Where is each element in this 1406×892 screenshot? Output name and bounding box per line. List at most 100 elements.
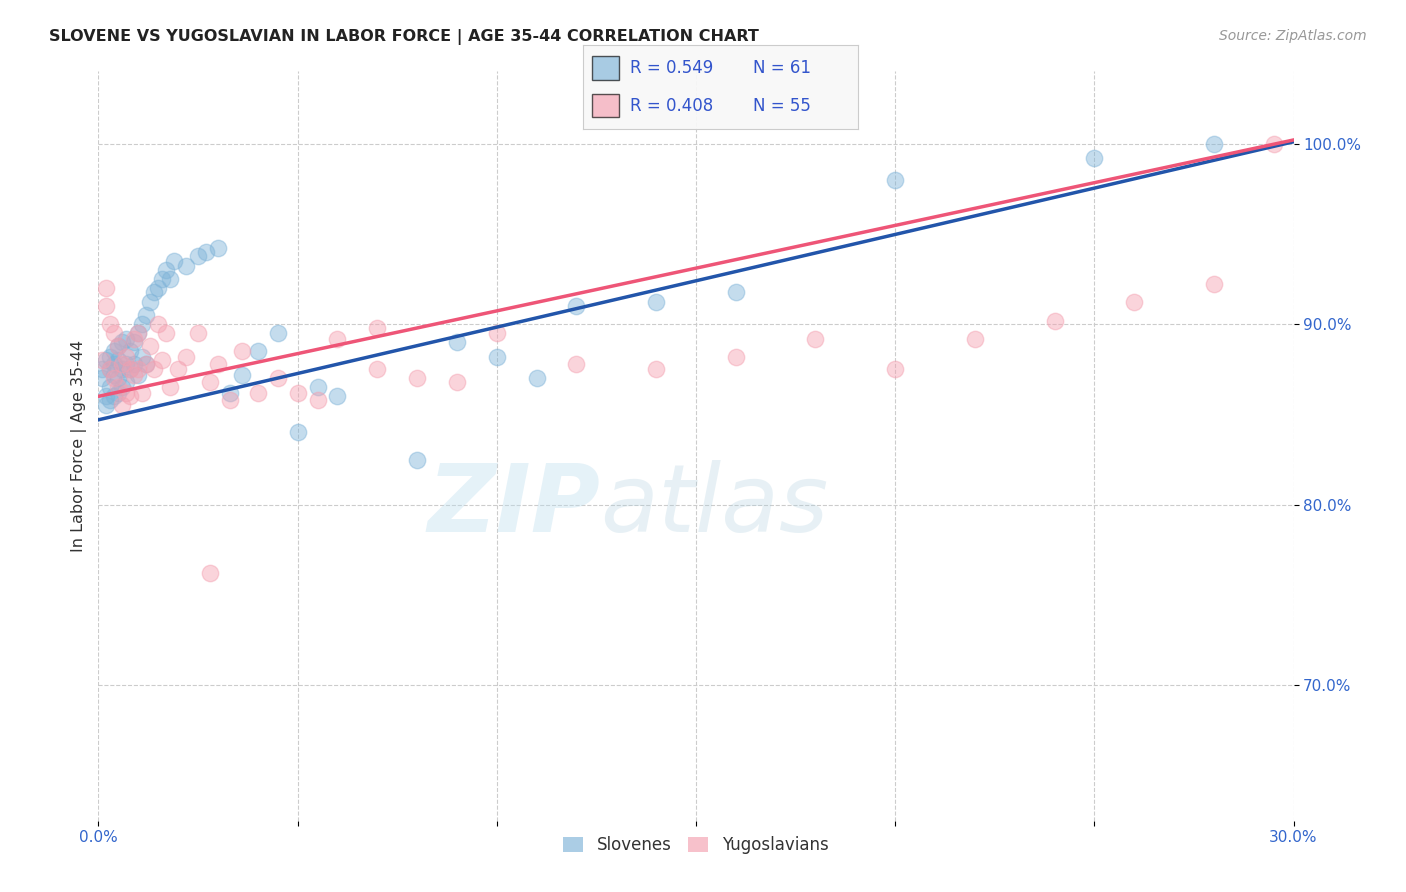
- Point: [1202, 277, 1225, 292]
- Text: atlas: atlas: [600, 460, 828, 551]
- Point: [115, 375, 138, 389]
- Point: [124, 357, 146, 371]
- Point: [103, 344, 125, 359]
- Point: [103, 326, 125, 340]
- Point: [107, 339, 129, 353]
- Point: [207, 241, 229, 255]
- Point: [231, 344, 253, 359]
- Point: [107, 371, 129, 385]
- Point: [485, 350, 508, 364]
- Point: [155, 263, 177, 277]
- Point: [485, 326, 508, 340]
- Point: [207, 357, 229, 371]
- Point: [287, 425, 309, 440]
- Point: [406, 371, 429, 385]
- Point: [111, 380, 134, 394]
- Point: [111, 362, 134, 376]
- Point: [131, 350, 153, 364]
- FancyBboxPatch shape: [592, 56, 619, 80]
- Point: [219, 385, 242, 400]
- Point: [884, 362, 907, 376]
- Point: [127, 368, 149, 382]
- Point: [148, 317, 170, 331]
- Point: [307, 392, 329, 407]
- Point: [195, 244, 218, 259]
- Point: [124, 335, 146, 350]
- Point: [135, 357, 157, 371]
- Point: [139, 295, 162, 310]
- Point: [103, 371, 125, 385]
- Point: [98, 380, 122, 394]
- Point: [143, 285, 166, 299]
- Point: [103, 357, 125, 371]
- Point: [150, 272, 173, 286]
- Legend: Slovenes, Yugoslavians: Slovenes, Yugoslavians: [557, 830, 835, 861]
- Point: [111, 398, 134, 412]
- Point: [96, 389, 118, 403]
- Y-axis label: In Labor Force | Age 35-44: In Labor Force | Age 35-44: [72, 340, 87, 552]
- Point: [246, 344, 269, 359]
- Point: [139, 339, 162, 353]
- Point: [1263, 136, 1285, 151]
- Point: [159, 272, 181, 286]
- Point: [187, 326, 209, 340]
- Point: [120, 344, 142, 359]
- Point: [1083, 151, 1105, 165]
- Point: [724, 350, 747, 364]
- Text: ZIP: ZIP: [427, 460, 600, 552]
- Point: [326, 389, 349, 403]
- Point: [91, 371, 114, 385]
- Point: [120, 362, 142, 376]
- Point: [127, 326, 149, 340]
- Point: [1043, 313, 1066, 327]
- Point: [96, 299, 118, 313]
- Point: [103, 368, 125, 382]
- Point: [246, 385, 269, 400]
- Text: SLOVENE VS YUGOSLAVIAN IN LABOR FORCE | AGE 35-44 CORRELATION CHART: SLOVENE VS YUGOSLAVIAN IN LABOR FORCE | …: [49, 29, 759, 45]
- Point: [107, 385, 129, 400]
- Point: [115, 332, 138, 346]
- Point: [111, 357, 134, 371]
- Point: [96, 353, 118, 368]
- Point: [198, 375, 221, 389]
- Point: [115, 350, 138, 364]
- Point: [174, 350, 197, 364]
- Point: [107, 339, 129, 353]
- Point: [267, 371, 290, 385]
- Point: [198, 566, 221, 581]
- Point: [446, 375, 468, 389]
- Point: [96, 281, 118, 295]
- Point: [446, 335, 468, 350]
- Point: [96, 398, 118, 412]
- Point: [98, 362, 122, 376]
- Point: [565, 357, 588, 371]
- Point: [107, 353, 129, 368]
- Point: [884, 172, 907, 186]
- Point: [107, 380, 129, 394]
- Text: N = 55: N = 55: [754, 96, 811, 114]
- Text: N = 61: N = 61: [754, 60, 811, 78]
- Point: [963, 332, 986, 346]
- Point: [91, 353, 114, 368]
- Point: [187, 248, 209, 262]
- Point: [98, 362, 122, 376]
- Point: [167, 362, 190, 376]
- Point: [111, 335, 134, 350]
- Point: [115, 357, 138, 371]
- Point: [124, 368, 146, 382]
- Point: [366, 362, 388, 376]
- Point: [267, 326, 290, 340]
- Point: [124, 332, 146, 346]
- Point: [219, 392, 242, 407]
- Point: [804, 332, 827, 346]
- Point: [143, 362, 166, 376]
- Point: [526, 371, 548, 385]
- Point: [127, 326, 149, 340]
- Point: [135, 357, 157, 371]
- Point: [406, 452, 429, 467]
- Point: [155, 326, 177, 340]
- Point: [127, 362, 149, 376]
- Text: R = 0.549: R = 0.549: [630, 60, 713, 78]
- Point: [103, 389, 125, 403]
- Point: [326, 332, 349, 346]
